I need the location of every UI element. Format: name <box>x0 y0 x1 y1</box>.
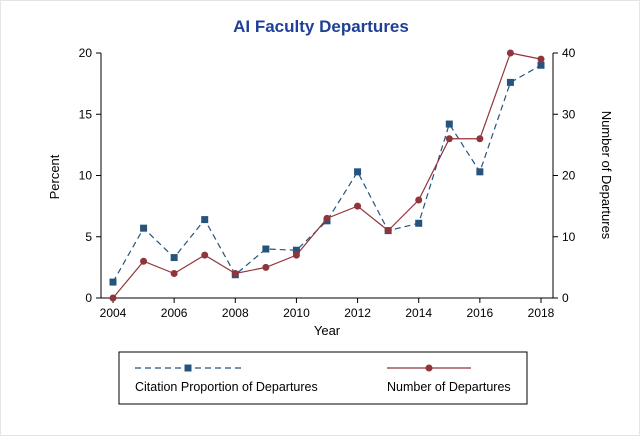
data-point-marker <box>231 270 239 277</box>
data-point-marker <box>201 216 209 224</box>
data-point-marker <box>354 168 362 176</box>
data-point-marker <box>140 224 148 232</box>
plot-area: 0 5 10 15 20 0 10 20 30 40 2004 2006 2008 2010 2012 201… <box>79 46 576 320</box>
series-line-0 <box>112 64 542 283</box>
y-right-tick-label: 0 <box>562 291 569 305</box>
data-point-marker <box>537 55 545 63</box>
data-point-marker <box>445 120 453 128</box>
data-point-marker <box>292 251 300 259</box>
x-tick-label: 2010 <box>283 306 310 320</box>
x-tick-label: 2016 <box>467 306 494 320</box>
data-point-marker <box>476 168 484 176</box>
x-tick-label: 2004 <box>100 306 127 320</box>
data-point-marker <box>415 219 423 227</box>
data-point-marker <box>262 245 270 253</box>
x-axis-label: Year <box>314 323 341 338</box>
data-point-marker <box>506 78 514 86</box>
x-tick-label: 2012 <box>344 306 371 320</box>
x-tick-label: 2014 <box>405 306 432 320</box>
y-axis-label-right: Number of Departures <box>599 111 614 240</box>
legend-box <box>118 351 528 405</box>
y-right-tick-label: 30 <box>562 107 576 121</box>
legend-marker-citation-square <box>184 364 192 372</box>
legend-label-citation: Citation Proportion of Departures <box>135 380 318 394</box>
legend-label-number: Number of Departures <box>387 380 511 394</box>
legend: Citation Proportion of Departures Number… <box>118 351 528 405</box>
series-line-1 <box>112 52 542 299</box>
data-point-marker <box>415 196 423 204</box>
y-left-tick-label: 10 <box>79 169 93 183</box>
data-point-marker <box>109 278 117 286</box>
data-point-marker <box>537 61 545 69</box>
legend-marker-number-circle <box>425 364 433 372</box>
x-tick-label: 2018 <box>528 306 555 320</box>
y-left-tick-label: 5 <box>85 230 92 244</box>
y-axis-label-left: Percent <box>47 154 62 199</box>
chart-title: AI Faculty Departures <box>233 17 409 36</box>
x-tick-label: 2008 <box>222 306 249 320</box>
x-tick-label: 2006 <box>161 306 188 320</box>
data-point-marker <box>170 270 178 277</box>
data-point-marker <box>476 135 484 143</box>
data-point-marker <box>323 214 331 222</box>
y-right-tick-label: 40 <box>562 46 576 60</box>
data-point-marker <box>292 246 300 254</box>
data-point-marker <box>506 49 514 57</box>
y-right-tick-label: 10 <box>562 230 576 244</box>
y-left-tick-label: 20 <box>79 46 93 60</box>
y-left-tick-label: 0 <box>85 291 92 305</box>
data-point-marker <box>170 254 178 262</box>
data-point-marker <box>384 227 392 235</box>
data-point-marker <box>201 251 209 259</box>
data-point-marker <box>445 135 453 143</box>
y-right-tick-label: 20 <box>562 169 576 183</box>
data-point-marker <box>109 294 117 302</box>
data-point-marker <box>354 202 362 210</box>
data-point-marker <box>140 257 148 265</box>
y-left-tick-label: 15 <box>79 107 93 121</box>
data-point-marker <box>262 263 270 271</box>
